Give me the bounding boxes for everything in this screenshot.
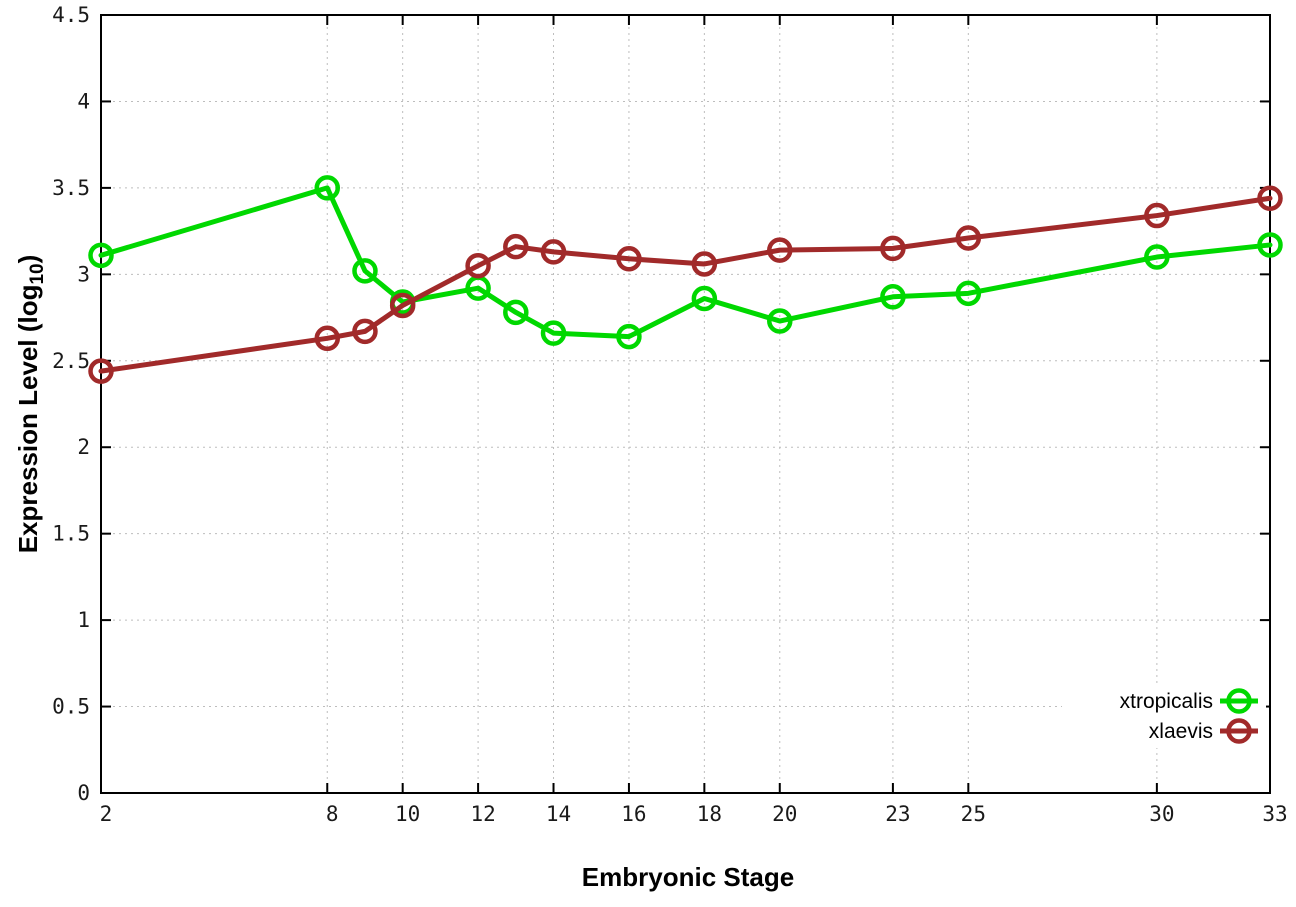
legend-label-xtropicalis: xtropicalis: [1120, 690, 1213, 713]
y-axis-title: Expression Level (log10): [13, 255, 49, 554]
x-tick-label: 16: [621, 802, 646, 826]
x-tick-label: 18: [697, 802, 722, 826]
x-tick-label: 12: [470, 802, 495, 826]
series-line-xlaevis: [98, 195, 1273, 374]
legend-marker-circle-xtropicalis: [1226, 688, 1252, 714]
y-tick-label: 0.5: [52, 695, 90, 719]
y-axis-title-subscript: 10: [27, 263, 48, 285]
data-point-xlaevis-stage-2: [88, 358, 114, 384]
data-point-xtropicalis-stage-23: [880, 284, 906, 310]
plot-border: [100, 14, 1271, 794]
y-tick-label: 1: [77, 608, 90, 632]
y-tick-label: 4: [77, 89, 90, 113]
y-axis-title-suffix: ): [13, 254, 43, 264]
data-point-xlaevis-stage-30: [1144, 202, 1170, 229]
x-tick-label: 8: [326, 802, 339, 826]
legend-label-xlaevis: xlaevis: [1149, 720, 1213, 743]
x-tick-label: 33: [1262, 802, 1287, 826]
x-tick-label: 14: [546, 802, 571, 826]
x-tick-label: 10: [395, 802, 420, 826]
data-point-xlaevis-stage-16: [616, 246, 642, 272]
data-point-xlaevis-stage-20: [767, 237, 793, 263]
data-point-xtropicalis-stage-20: [767, 308, 793, 334]
data-point-xtropicalis-stage-14: [540, 320, 567, 346]
data-point-xlaevis-stage-23: [880, 235, 906, 262]
data-point-xlaevis-stage-10: [389, 292, 416, 319]
x-tick-label: 30: [1149, 802, 1174, 826]
data-point-xtropicalis-stage-16: [616, 323, 642, 350]
x-tick-label: 23: [885, 802, 910, 826]
data-point-xlaevis-stage-18: [691, 251, 718, 277]
data-point-xtropicalis-stage-30: [1144, 244, 1170, 270]
x-tick-label: 20: [772, 802, 797, 826]
legend-marker-circle-xlaevis: [1226, 718, 1252, 744]
y-tick-label: 4.5: [52, 3, 90, 27]
y-tick-label: 2: [77, 435, 90, 459]
data-point-xlaevis-stage-13: [503, 233, 529, 260]
data-point-xtropicalis-stage-9: [352, 258, 378, 284]
data-point-xtropicalis-stage-13: [503, 299, 529, 326]
y-tick-label: 0: [77, 781, 90, 805]
data-point-xtropicalis-stage-18: [691, 285, 718, 312]
data-point-xlaevis-stage-33: [1257, 185, 1283, 212]
y-tick-label: 3.5: [52, 176, 90, 200]
data-point-xlaevis-stage-9: [352, 318, 378, 345]
data-point-xlaevis-stage-25: [955, 225, 982, 251]
y-tick-label: 2.5: [52, 349, 90, 373]
data-point-xtropicalis-stage-8: [314, 175, 341, 201]
x-tick-label: 2: [100, 802, 113, 826]
y-tick-label: 3: [77, 262, 90, 286]
y-tick-label: 1.5: [52, 522, 90, 546]
data-point-xlaevis-stage-8: [314, 325, 341, 352]
x-tick-label: 25: [961, 802, 986, 826]
data-point-xtropicalis-stage-33: [1257, 232, 1283, 258]
data-point-xtropicalis-stage-2: [88, 242, 114, 269]
data-point-xlaevis-stage-12: [465, 252, 491, 279]
y-axis-title-text: Expression Level (log: [13, 284, 43, 554]
data-point-xlaevis-stage-14: [540, 239, 567, 265]
x-axis-title: Embryonic Stage: [581, 862, 795, 892]
data-point-xtropicalis-stage-25: [955, 280, 982, 307]
